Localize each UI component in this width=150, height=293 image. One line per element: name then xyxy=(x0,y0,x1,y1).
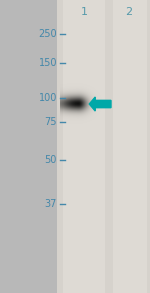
Text: 75: 75 xyxy=(45,117,57,127)
Text: 250: 250 xyxy=(38,29,57,39)
Bar xyxy=(57,0,150,293)
Bar xyxy=(112,0,147,293)
Text: 37: 37 xyxy=(45,199,57,209)
Text: 150: 150 xyxy=(39,58,57,68)
Text: 1: 1 xyxy=(81,7,87,17)
Text: 2: 2 xyxy=(125,7,133,17)
Text: 50: 50 xyxy=(45,155,57,165)
FancyArrow shape xyxy=(89,97,111,111)
Bar xyxy=(63,0,105,293)
Text: 100: 100 xyxy=(39,93,57,103)
